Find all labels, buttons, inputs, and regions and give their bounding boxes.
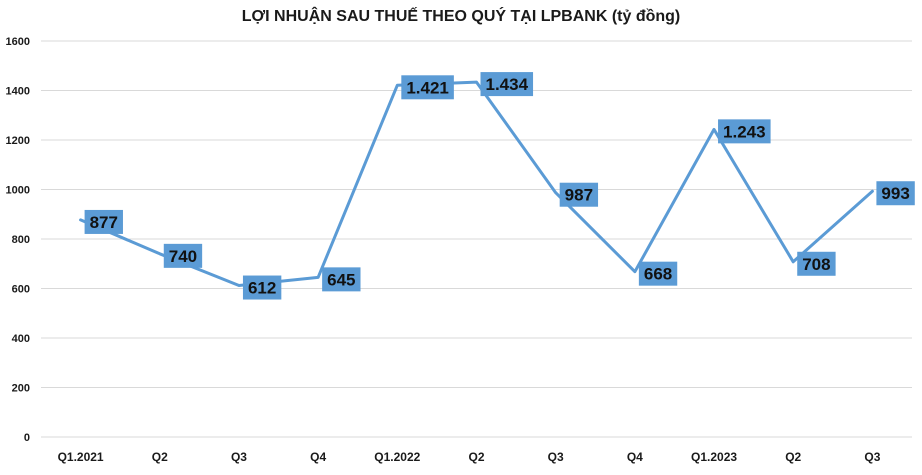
y-tick-label: 400 — [12, 333, 30, 345]
x-tick-label: Q2 — [152, 450, 168, 464]
y-tick-label: 1000 — [6, 185, 30, 197]
data-label: 987 — [559, 182, 599, 207]
data-label: 1.243 — [718, 119, 771, 144]
data-label-text: 612 — [248, 279, 276, 298]
data-label-text: 993 — [881, 184, 909, 203]
data-label-text: 1.421 — [406, 78, 449, 97]
series-line-group — [79, 80, 874, 287]
x-tick-label: Q3 — [548, 450, 564, 464]
data-label: 645 — [322, 267, 361, 292]
data-label: 708 — [797, 251, 836, 276]
data-label-box — [876, 181, 915, 206]
data-label-text: 708 — [802, 255, 830, 274]
data-label-text: 987 — [565, 186, 593, 205]
x-tick-label: Q3 — [864, 450, 880, 464]
x-tick-label: Q2 — [785, 450, 801, 464]
data-label-text: 668 — [644, 265, 672, 284]
data-label-text: 645 — [327, 270, 355, 289]
gridlines — [41, 40, 912, 438]
x-tick-label: Q2 — [468, 450, 484, 464]
y-tick-label: 1200 — [6, 135, 30, 147]
data-label-box — [797, 251, 836, 276]
data-label-text: 1.243 — [723, 122, 766, 141]
x-tick-label: Q1.2022 — [374, 450, 420, 464]
x-tick-label: Q3 — [231, 450, 247, 464]
x-tick-label: Q1.2021 — [58, 450, 104, 464]
y-tick-label: 800 — [12, 234, 30, 246]
data-label-box — [163, 243, 203, 268]
y-tick-label: 200 — [12, 383, 30, 395]
data-label-box — [84, 209, 123, 234]
y-tick-label: 0 — [24, 432, 30, 444]
data-label: 1.421 — [401, 75, 454, 100]
data-label-box — [718, 119, 771, 144]
x-axis-ticks: Q1.2021 Q2 Q3 Q4 Q1.2022 Q2 Q3 Q4 Q1.2023 Q2 Q3 — [58, 450, 881, 464]
data-labels: 877 740 612 645 1.421 1.434 987 668 1.243 708 993 — [84, 72, 915, 300]
data-label: 877 — [84, 209, 123, 234]
series-line — [79, 80, 874, 287]
data-label-box — [559, 182, 599, 207]
data-label-box — [480, 72, 534, 97]
y-tick-label: 600 — [12, 284, 30, 296]
data-label-box — [401, 75, 454, 100]
chart-title: LỢI NHUẬN SAU THUẾ THEO QUÝ TẠI LPBANK (… — [242, 6, 681, 25]
y-axis-ticks: 0 200 400 600 800 1000 1200 1400 1600 — [6, 36, 30, 444]
data-label-text: 740 — [169, 247, 197, 266]
data-label: 1.434 — [480, 72, 534, 97]
data-label-box — [242, 275, 282, 300]
x-tick-label: Q4 — [310, 450, 326, 464]
x-tick-label: Q4 — [627, 450, 643, 464]
data-label-text: 877 — [90, 213, 118, 232]
x-tick-label: Q1.2023 — [691, 450, 737, 464]
data-label: 668 — [638, 261, 678, 286]
data-label: 612 — [242, 275, 282, 300]
data-label-box — [322, 267, 361, 292]
data-label-text: 1.434 — [486, 75, 529, 94]
data-label-box — [638, 261, 678, 286]
data-label: 993 — [876, 181, 915, 206]
y-tick-label: 1600 — [6, 36, 30, 48]
data-label: 740 — [163, 243, 203, 268]
y-tick-label: 1400 — [6, 86, 30, 98]
